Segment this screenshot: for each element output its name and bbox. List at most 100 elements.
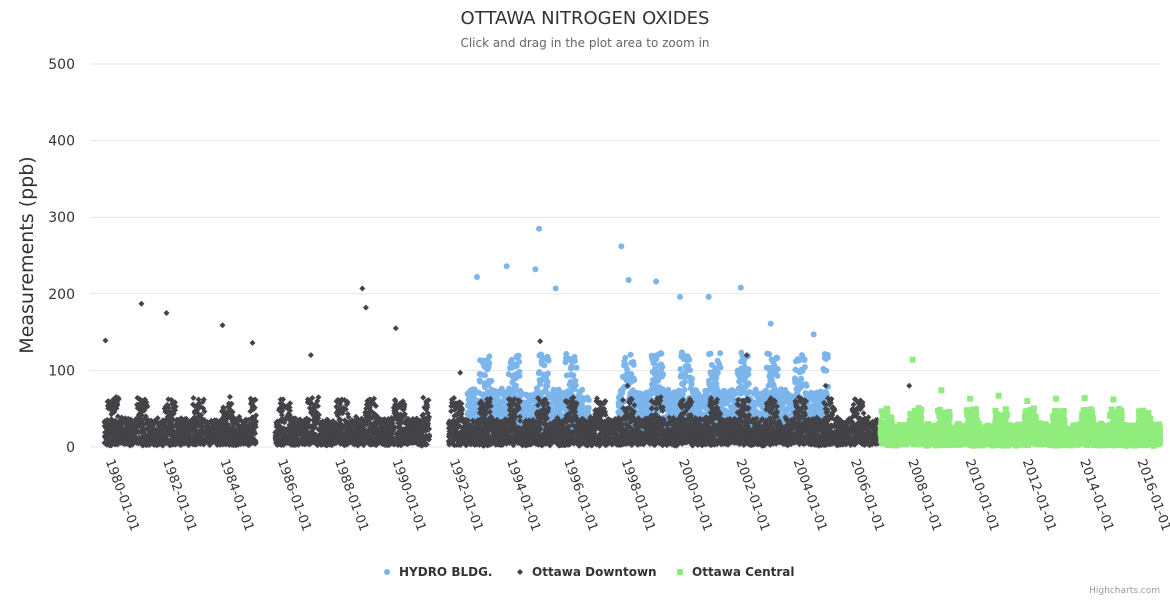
x-tick-label: 1986-01-01 bbox=[274, 457, 314, 533]
data-point[interactable] bbox=[745, 366, 752, 373]
data-point-peak[interactable] bbox=[810, 331, 817, 338]
y-tick-label: 100 bbox=[48, 363, 75, 379]
data-point-peak[interactable] bbox=[552, 285, 559, 292]
data-point[interactable] bbox=[562, 359, 569, 366]
data-point[interactable] bbox=[688, 375, 695, 382]
data-point[interactable] bbox=[681, 378, 688, 385]
data-point[interactable] bbox=[713, 374, 720, 381]
data-point-peak[interactable] bbox=[503, 263, 510, 270]
data-point[interactable] bbox=[660, 371, 667, 378]
data-point[interactable] bbox=[824, 354, 831, 361]
x-tick-label: 1982-01-01 bbox=[159, 457, 199, 533]
data-point[interactable] bbox=[717, 364, 724, 371]
data-point[interactable] bbox=[745, 380, 752, 387]
x-tick-label: 1980-01-01 bbox=[102, 457, 142, 533]
data-point[interactable] bbox=[541, 362, 548, 369]
series-ottawa-downtown[interactable] bbox=[101, 285, 913, 449]
data-point-peak[interactable] bbox=[473, 273, 480, 280]
x-tick-labels: 1980-01-01 1982-01-01 1984-01-01 1986-01-01… bbox=[102, 457, 1170, 533]
x-tick-label: 2002-01-01 bbox=[732, 457, 772, 533]
data-point[interactable] bbox=[544, 378, 551, 385]
data-point[interactable] bbox=[572, 377, 579, 384]
data-point[interactable] bbox=[798, 375, 805, 382]
x-tick-label: 1998-01-01 bbox=[618, 457, 658, 533]
data-point[interactable] bbox=[774, 366, 781, 373]
x-tick-label: 2014-01-01 bbox=[1076, 457, 1116, 533]
x-tick-label: 1992-01-01 bbox=[446, 457, 486, 533]
data-point[interactable] bbox=[579, 386, 586, 393]
data-point[interactable] bbox=[508, 356, 515, 363]
data-point-peak[interactable] bbox=[705, 293, 712, 300]
data-point[interactable] bbox=[659, 363, 666, 370]
data-point[interactable] bbox=[627, 351, 634, 358]
data-point[interactable] bbox=[653, 356, 660, 363]
x-tick-label: 1990-01-01 bbox=[388, 457, 428, 533]
data-point[interactable] bbox=[801, 356, 808, 363]
data-point[interactable] bbox=[717, 350, 724, 357]
data-point[interactable] bbox=[585, 397, 592, 404]
data-point[interactable] bbox=[766, 351, 773, 358]
plot-area[interactable] bbox=[101, 225, 1164, 449]
data-point[interactable] bbox=[630, 361, 637, 368]
data-point[interactable] bbox=[732, 390, 739, 397]
data-point[interactable] bbox=[486, 360, 493, 367]
data-point[interactable] bbox=[515, 352, 522, 359]
y-axis-label: Measurements (ppb) bbox=[16, 156, 38, 353]
data-point[interactable] bbox=[631, 377, 638, 384]
data-point[interactable] bbox=[585, 404, 592, 411]
data-point[interactable] bbox=[686, 356, 693, 363]
data-point[interactable] bbox=[658, 350, 665, 357]
data-point-peak[interactable] bbox=[625, 277, 632, 284]
y-tick-label: 200 bbox=[48, 287, 75, 303]
x-tick-label: 2016-01-01 bbox=[1134, 457, 1170, 533]
data-point-peak[interactable] bbox=[653, 278, 660, 285]
data-point-peak[interactable] bbox=[676, 293, 683, 300]
data-point[interactable] bbox=[573, 364, 580, 371]
data-point[interactable] bbox=[568, 363, 575, 370]
data-point[interactable] bbox=[486, 353, 493, 360]
x-tick-label: 2012-01-01 bbox=[1019, 457, 1059, 533]
data-point[interactable] bbox=[226, 393, 233, 400]
data-point[interactable] bbox=[513, 382, 520, 389]
data-point-peak[interactable] bbox=[536, 225, 543, 232]
data-point[interactable] bbox=[687, 367, 694, 374]
data-point[interactable] bbox=[488, 378, 495, 385]
data-point[interactable] bbox=[746, 389, 753, 396]
data-point[interactable] bbox=[803, 382, 810, 389]
data-point[interactable] bbox=[563, 350, 570, 357]
data-point-peak[interactable] bbox=[618, 243, 625, 250]
data-point[interactable] bbox=[714, 370, 721, 377]
data-point[interactable] bbox=[622, 354, 629, 361]
data-point[interactable] bbox=[823, 367, 830, 374]
data-point[interactable] bbox=[477, 378, 484, 385]
data-point[interactable] bbox=[572, 382, 579, 389]
chart-subtitle: Click and drag in the plot area to zoom … bbox=[460, 36, 709, 50]
data-point[interactable] bbox=[681, 386, 688, 393]
data-point[interactable] bbox=[516, 358, 523, 365]
data-point[interactable] bbox=[677, 366, 684, 373]
data-point[interactable] bbox=[688, 381, 695, 388]
data-point-peak[interactable] bbox=[767, 320, 774, 327]
data-point[interactable] bbox=[665, 386, 672, 393]
data-point[interactable] bbox=[571, 357, 578, 364]
data-point[interactable] bbox=[763, 387, 770, 394]
data-point[interactable] bbox=[481, 372, 488, 379]
data-point[interactable] bbox=[801, 364, 808, 371]
x-tick-label: 2000-01-01 bbox=[675, 457, 715, 533]
data-point[interactable] bbox=[544, 370, 551, 377]
data-point[interactable] bbox=[774, 372, 781, 379]
chart-title: OTTAWA NITROGEN OXIDES bbox=[461, 8, 710, 29]
data-point-peak[interactable] bbox=[532, 266, 539, 273]
data-point[interactable] bbox=[745, 371, 752, 378]
data-point[interactable] bbox=[707, 350, 714, 357]
data-point[interactable] bbox=[676, 387, 683, 394]
data-point[interactable] bbox=[190, 394, 197, 401]
data-point[interactable] bbox=[774, 355, 781, 362]
data-point[interactable] bbox=[516, 373, 523, 380]
data-point-peak[interactable] bbox=[737, 284, 744, 291]
data-point[interactable] bbox=[544, 382, 551, 389]
data-point[interactable] bbox=[545, 357, 552, 364]
data-point[interactable] bbox=[570, 372, 577, 379]
